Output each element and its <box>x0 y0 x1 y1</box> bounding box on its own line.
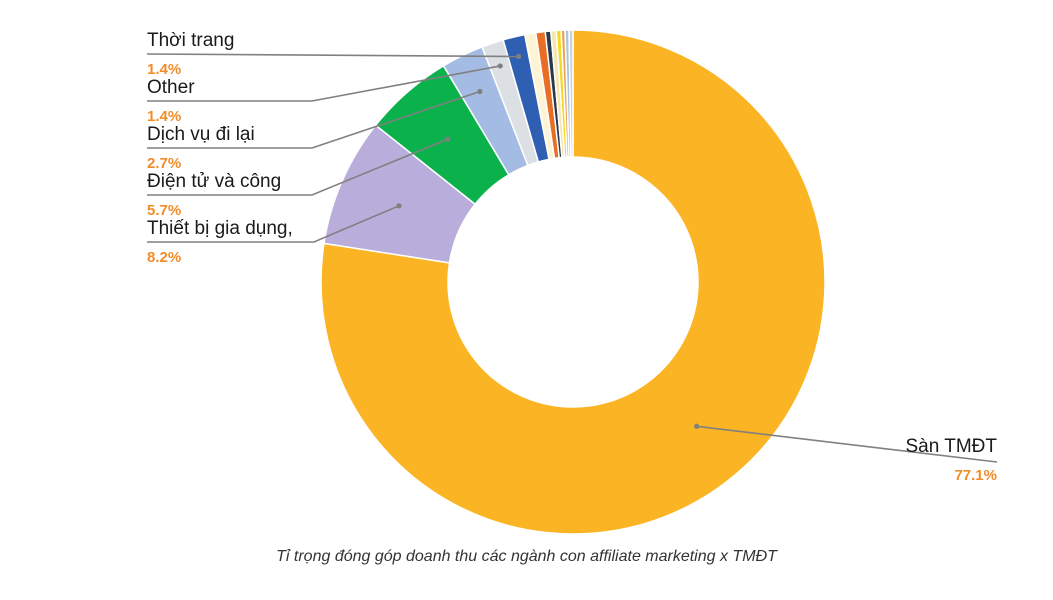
leader-line-dich-vu-di-lai <box>147 90 481 149</box>
leader-dot-thoi-trang <box>516 53 522 60</box>
leader-dot-other <box>497 63 503 69</box>
leader-line-thoi-trang <box>146 53 519 58</box>
leader-dot-dien-tu-va-cong <box>445 136 451 142</box>
leader-line-other <box>147 65 501 102</box>
percent-dien-tu-va-cong: 5.7% <box>147 202 181 219</box>
leader-line-san-tmdt <box>696 425 998 463</box>
leader-line-dien-tu-va-cong <box>147 138 449 196</box>
slice-labels: Sàn TMĐT 77.1% Thiết bị gia dụng, 8.2% Điện … <box>147 30 997 484</box>
leader-line-thiet-bi-gia-dung <box>147 205 400 243</box>
leader-dot-dich-vu-di-lai <box>477 88 483 95</box>
percent-thiet-bi-gia-dung: 8.2% <box>147 249 181 266</box>
percent-thoi-trang: 1.4% <box>147 61 181 78</box>
leader-dot-san-tmdt <box>694 423 700 429</box>
percent-dich-vu-di-lai: 2.7% <box>147 155 181 172</box>
slice-san-tmdt <box>320 29 826 535</box>
percent-san-tmdt: 77.1% <box>954 467 997 484</box>
label-other: Other <box>147 77 195 98</box>
label-thoi-trang: Thời trang <box>147 30 234 51</box>
leader-lines <box>146 53 998 463</box>
leader-dot-thiet-bi-gia-dung <box>396 203 402 209</box>
slice-minor-13 <box>568 29 574 158</box>
label-san-tmdt: Sàn TMĐT <box>905 436 997 457</box>
label-dien-tu-va-cong: Điện tử và công <box>147 171 281 192</box>
label-thiet-bi-gia-dung: Thiết bị gia dụng, <box>147 218 293 239</box>
label-dich-vu-di-lai: Dịch vụ đi lại <box>147 124 255 145</box>
chart-caption: Tỉ trọng đóng góp doanh thu các ngành co… <box>276 548 777 565</box>
percent-other: 1.4% <box>147 108 181 125</box>
donut-slices <box>320 29 826 535</box>
